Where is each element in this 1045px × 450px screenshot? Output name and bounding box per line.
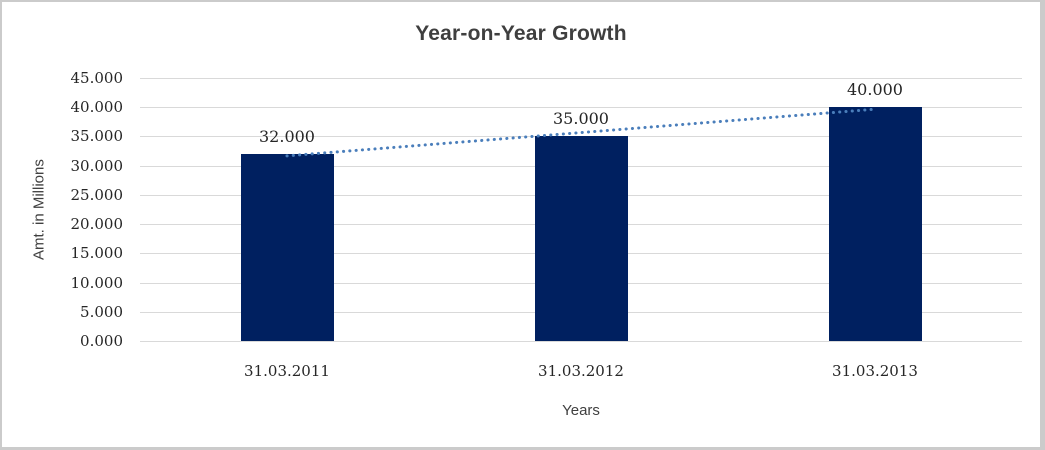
gridline bbox=[140, 341, 1022, 342]
bar-data-label: 40.000 bbox=[847, 80, 903, 100]
y-axis-title: Amt. in Millions bbox=[30, 159, 48, 260]
x-axis-tick-label: 31.03.2011 bbox=[244, 362, 330, 380]
plot-area: 32.000 35.000 40.000 bbox=[140, 78, 1022, 342]
gridline bbox=[140, 107, 1022, 108]
chart-title: Year-on-Year Growth bbox=[415, 22, 627, 45]
trendline bbox=[285, 107, 877, 158]
x-axis-tick-label: 31.03.2013 bbox=[832, 362, 918, 380]
y-axis-tick-label: 30.000 bbox=[70, 156, 124, 175]
y-axis-tick-label: 35.000 bbox=[70, 127, 124, 146]
bar-data-label: 32.000 bbox=[259, 126, 315, 146]
bar-data-label: 35.000 bbox=[553, 109, 609, 129]
gridline bbox=[140, 78, 1022, 79]
bar-31.03.2011 bbox=[240, 153, 334, 341]
y-axis-tick-label: 25.000 bbox=[70, 185, 124, 204]
y-axis-tick-label: 5.000 bbox=[80, 302, 123, 321]
y-axis-tick-label: 15.000 bbox=[70, 244, 124, 263]
x-axis-tick-label: 31.03.2012 bbox=[538, 362, 624, 380]
bar-31.03.2012 bbox=[534, 136, 628, 341]
x-axis-title: Years bbox=[562, 402, 600, 419]
y-axis-tick-label: 10.000 bbox=[70, 273, 124, 292]
y-axis-tick-label: 45.000 bbox=[70, 69, 124, 87]
y-axis-tick-label: 20.000 bbox=[70, 215, 124, 234]
y-axis-tick-label: 40.000 bbox=[70, 98, 124, 117]
y-axis-tick-label: 0.000 bbox=[80, 332, 123, 350]
bar-31.03.2013 bbox=[828, 107, 922, 341]
trendline-path bbox=[285, 107, 877, 158]
